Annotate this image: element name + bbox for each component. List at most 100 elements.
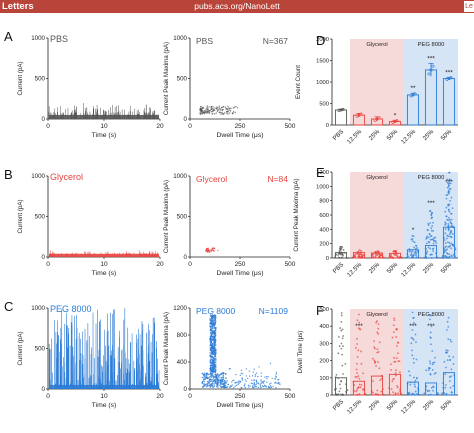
y-axis-label: Current Peak Maxima (pA) xyxy=(163,180,170,253)
scatter-point xyxy=(228,109,231,111)
y-tick-label: 600 xyxy=(319,213,329,219)
replicate-point xyxy=(395,119,399,123)
distribution-point xyxy=(361,255,364,258)
distribution-point xyxy=(413,383,416,386)
scatter-point xyxy=(213,344,216,346)
distribution-point xyxy=(336,394,339,396)
scatter-point xyxy=(213,376,215,378)
scatter-point xyxy=(203,372,206,374)
journal-url[interactable]: pubs.acs.org/NanoLett xyxy=(194,1,280,11)
y-tick-label: 800 xyxy=(319,199,329,205)
journal-header-bar: Letters pubs.acs.org/NanoLett Le xyxy=(0,0,474,13)
distribution-point xyxy=(397,392,400,395)
distribution-point xyxy=(444,386,447,389)
distribution-point xyxy=(335,253,338,256)
scatter-point xyxy=(211,352,214,354)
distribution-point xyxy=(376,351,379,354)
distribution-point xyxy=(447,235,450,238)
distribution-point xyxy=(341,337,344,340)
scatter-point xyxy=(222,386,224,388)
scatter-point xyxy=(247,384,250,387)
x-category-label: 12.5% xyxy=(346,398,364,416)
distribution-point xyxy=(354,255,356,258)
scatter-point xyxy=(275,371,278,374)
scatter-point xyxy=(224,386,226,389)
distribution-point xyxy=(413,241,416,244)
distribution-point xyxy=(451,224,454,227)
distribution-point xyxy=(338,390,341,393)
y-tick-label: 2000 xyxy=(316,37,329,43)
distribution-point xyxy=(441,392,443,395)
distribution-point xyxy=(424,388,427,391)
scatter-point xyxy=(239,380,242,383)
scatter-point xyxy=(206,375,208,377)
scatter-point xyxy=(226,107,228,110)
distribution-point xyxy=(395,345,398,347)
distribution-point xyxy=(445,215,448,218)
distribution-point xyxy=(432,221,434,224)
scatter-point xyxy=(221,378,223,380)
scatter-point xyxy=(212,344,214,346)
scatter-point xyxy=(213,367,216,370)
scatter-point xyxy=(207,108,209,110)
scatter-point xyxy=(241,373,244,375)
distribution-point xyxy=(408,250,411,253)
scatter-point xyxy=(206,106,208,109)
distribution-point xyxy=(396,255,398,257)
distribution-point xyxy=(371,253,374,256)
scatter-point xyxy=(210,322,212,324)
distribution-point xyxy=(443,360,446,363)
scatter-point xyxy=(232,111,235,113)
distribution-point xyxy=(448,210,451,213)
scatter-point xyxy=(262,382,265,384)
significance-marker: *** xyxy=(409,323,417,330)
distribution-point xyxy=(375,321,378,324)
scatter-point xyxy=(206,382,208,385)
distribution-point xyxy=(450,218,453,221)
trace-baseline xyxy=(49,384,159,389)
scatter-point xyxy=(202,386,204,389)
group-shade xyxy=(350,172,404,258)
distribution-point xyxy=(413,393,416,396)
scatter-point xyxy=(214,327,217,329)
distribution-point xyxy=(450,393,453,396)
distribution-point xyxy=(454,255,457,258)
distribution-point xyxy=(427,229,429,232)
distribution-point xyxy=(397,342,400,344)
y-tick-label: 1000 xyxy=(31,173,45,180)
distribution-point xyxy=(430,257,433,259)
distribution-point xyxy=(378,253,381,256)
distribution-point xyxy=(340,251,343,254)
significance-marker: * xyxy=(394,112,397,119)
scatter-point xyxy=(257,386,260,389)
distribution-point xyxy=(452,226,455,228)
distribution-point xyxy=(410,342,413,345)
distribution-point xyxy=(407,255,410,258)
scatter-point xyxy=(215,374,218,376)
scatter-point xyxy=(209,354,211,357)
distribution-point xyxy=(414,390,417,393)
scatter-point xyxy=(211,315,213,317)
scatter-point xyxy=(216,383,219,385)
scatter-point xyxy=(260,379,262,381)
scatter-point xyxy=(222,108,224,111)
distribution-point xyxy=(341,393,344,396)
scatter-point xyxy=(274,382,276,384)
scatter-point xyxy=(211,374,213,376)
panel-label-B: Glycerol xyxy=(50,172,83,182)
scatter-point xyxy=(256,386,258,388)
x-category-label: 50% xyxy=(440,261,454,275)
scatter-point xyxy=(221,112,224,114)
x-tick-label: 500 xyxy=(285,123,296,130)
distribution-point xyxy=(346,389,349,391)
distribution-point xyxy=(378,256,380,258)
scatter-point xyxy=(227,113,229,115)
y-tick-label: 0 xyxy=(326,123,329,129)
x-category-label: 50% xyxy=(440,128,454,142)
distribution-point xyxy=(376,331,379,334)
x-category-label: 12.5% xyxy=(346,128,364,146)
distribution-point xyxy=(356,319,359,322)
distribution-point xyxy=(424,256,427,259)
distribution-point xyxy=(447,204,450,207)
scatter-point xyxy=(269,386,271,389)
